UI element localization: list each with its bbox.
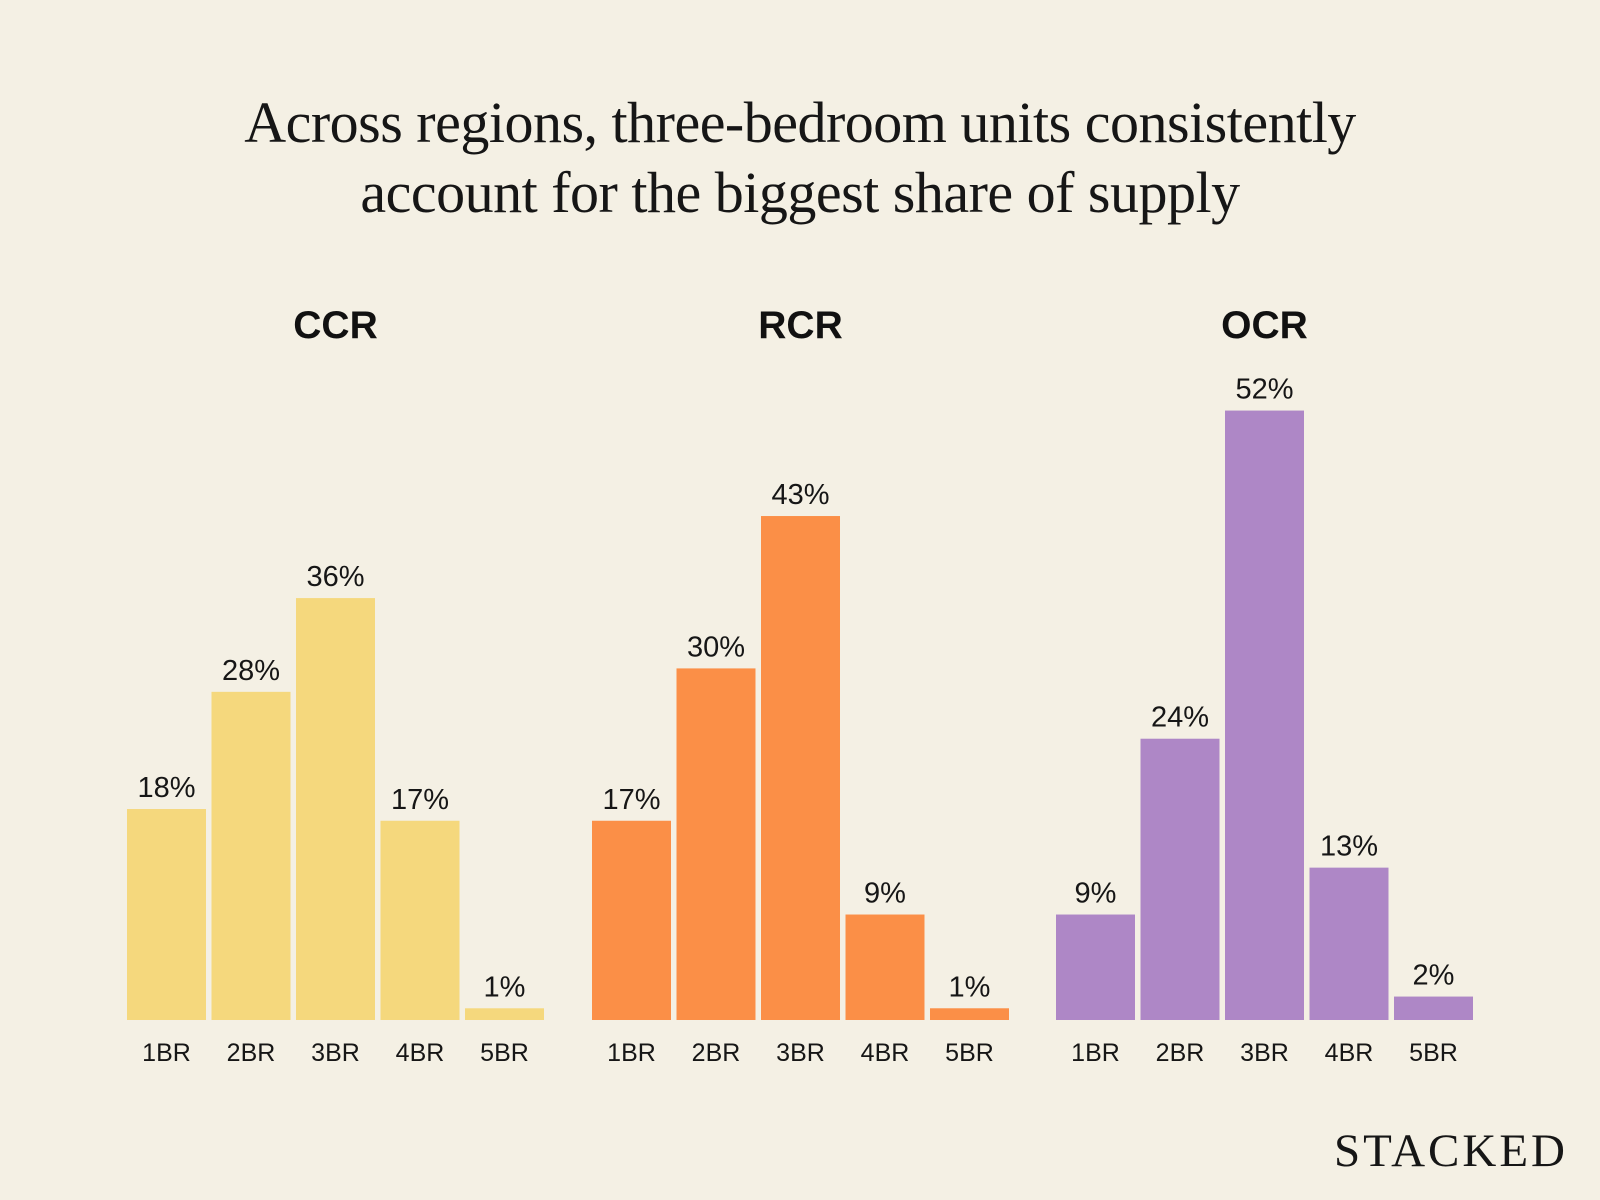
bar-3br	[296, 598, 375, 1020]
panel-ccr: CCR 18% 1BR 28% 2BR 36% 3BR 17% 4BR 1% 5BR	[127, 304, 544, 1067]
category-label: 3BR	[1240, 1039, 1289, 1067]
stacked-logo: STACKED	[1334, 1125, 1568, 1177]
bar-5br	[930, 1008, 1009, 1020]
bar-1br	[127, 809, 206, 1020]
bar-5br	[465, 1008, 544, 1020]
data-label: 9%	[864, 878, 906, 910]
panel-title: RCR	[758, 304, 843, 347]
bar-2br	[676, 668, 756, 1020]
bar-2br	[1140, 738, 1220, 1020]
data-label: 1%	[484, 971, 526, 1003]
chart-title: Across regions, three-bedroom units cons…	[0, 88, 1600, 228]
category-label: 2BR	[227, 1039, 276, 1067]
category-label: 4BR	[1325, 1039, 1374, 1067]
panel-title: OCR	[1221, 304, 1308, 347]
chart-title-line-2: account for the biggest share of supply	[360, 160, 1240, 225]
category-label: 5BR	[945, 1039, 994, 1067]
data-label: 28%	[222, 655, 280, 687]
category-label: 2BR	[1156, 1039, 1205, 1067]
bar-5br	[1394, 996, 1473, 1020]
data-label: 30%	[687, 631, 745, 663]
category-label: 4BR	[396, 1039, 445, 1067]
panel-title: CCR	[293, 304, 378, 347]
data-label: 17%	[602, 784, 660, 816]
data-label: 18%	[137, 772, 195, 804]
bar-1br	[1056, 914, 1135, 1020]
category-label: 1BR	[1071, 1039, 1120, 1067]
data-label: 17%	[391, 784, 449, 816]
bar-4br	[380, 820, 460, 1020]
category-label: 3BR	[311, 1039, 360, 1067]
bar-4br	[845, 914, 925, 1020]
bar-3br	[1225, 410, 1304, 1020]
category-label: 5BR	[480, 1039, 529, 1067]
category-label: 2BR	[692, 1039, 741, 1067]
panel-rcr: RCR 17% 1BR 30% 2BR 43% 3BR 9% 4BR 1% 5BR	[592, 304, 1009, 1067]
bar-3br	[761, 516, 840, 1020]
bar-4br	[1309, 867, 1389, 1020]
category-label: 5BR	[1409, 1039, 1458, 1067]
category-label: 3BR	[776, 1039, 825, 1067]
category-label: 1BR	[607, 1039, 656, 1067]
data-label: 52%	[1235, 374, 1293, 406]
panel-ocr: OCR 9% 1BR 24% 2BR 52% 3BR 13% 4BR 2% 5BR	[1056, 304, 1473, 1067]
category-label: 1BR	[142, 1039, 191, 1067]
data-label: 2%	[1413, 960, 1455, 992]
category-label: 4BR	[861, 1039, 910, 1067]
data-label: 43%	[771, 479, 829, 511]
data-label: 13%	[1320, 831, 1378, 863]
chart-title-line-1: Across regions, three-bedroom units cons…	[244, 90, 1356, 155]
data-label: 9%	[1075, 878, 1117, 910]
bar-2br	[211, 691, 291, 1020]
data-label: 1%	[949, 971, 991, 1003]
data-label: 24%	[1151, 702, 1209, 734]
data-label: 36%	[306, 561, 364, 593]
bar-1br	[592, 820, 671, 1020]
